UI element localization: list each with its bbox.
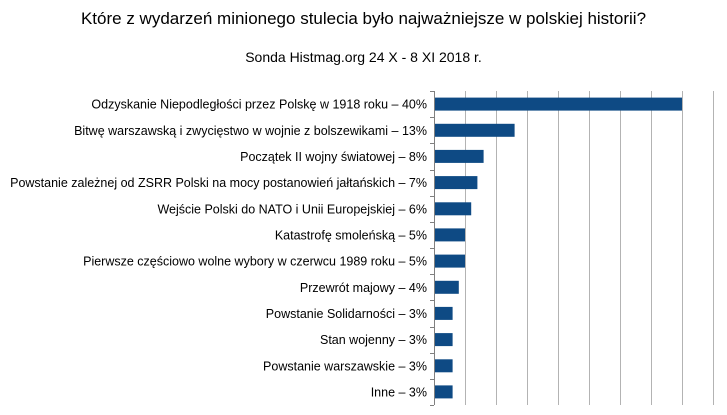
category-labels: Odzyskanie Niepodległości przez Polskę w… (10, 98, 427, 400)
bar (435, 333, 453, 347)
bar (435, 97, 682, 111)
category-label: Katastrofę smoleńską – 5% (275, 228, 427, 242)
bar (435, 149, 484, 163)
category-label: Stan wojenny – 3% (320, 333, 427, 347)
category-label: Wejście Polski do NATO i Unii Europejski… (157, 202, 427, 216)
bar (435, 202, 472, 216)
grid-lines (430, 91, 714, 406)
bar (435, 228, 465, 242)
chart-title: Które z wydarzeń minionego stulecia było… (80, 9, 647, 28)
category-label: Początek II wojny światowej – 8% (240, 150, 427, 164)
category-label: Powstanie Solidarności – 3% (266, 307, 427, 321)
category-label: Odzyskanie Niepodległości przez Polskę w… (91, 98, 427, 112)
category-label: Inne – 3% (371, 385, 427, 399)
bar (435, 254, 465, 268)
chart-subtitle: Sonda Histmag.org 24 X - 8 XI 2018 r. (245, 49, 482, 65)
bar (435, 123, 515, 137)
bar (435, 359, 453, 373)
category-label: Powstanie warszawskie – 3% (263, 359, 427, 373)
category-label: Bitwę warszawską i zwycięstwo w wojnie z… (74, 124, 427, 138)
bar (435, 306, 453, 320)
category-label: Przewrót majowy – 4% (300, 281, 427, 295)
category-label: Powstanie zależnej od ZSRR Polski na moc… (10, 176, 427, 190)
category-label: Pierwsze częściowo wolne wybory w czerwc… (83, 255, 427, 269)
bar (435, 176, 478, 190)
bar (435, 385, 453, 399)
bar (435, 280, 459, 294)
bars (435, 97, 682, 399)
